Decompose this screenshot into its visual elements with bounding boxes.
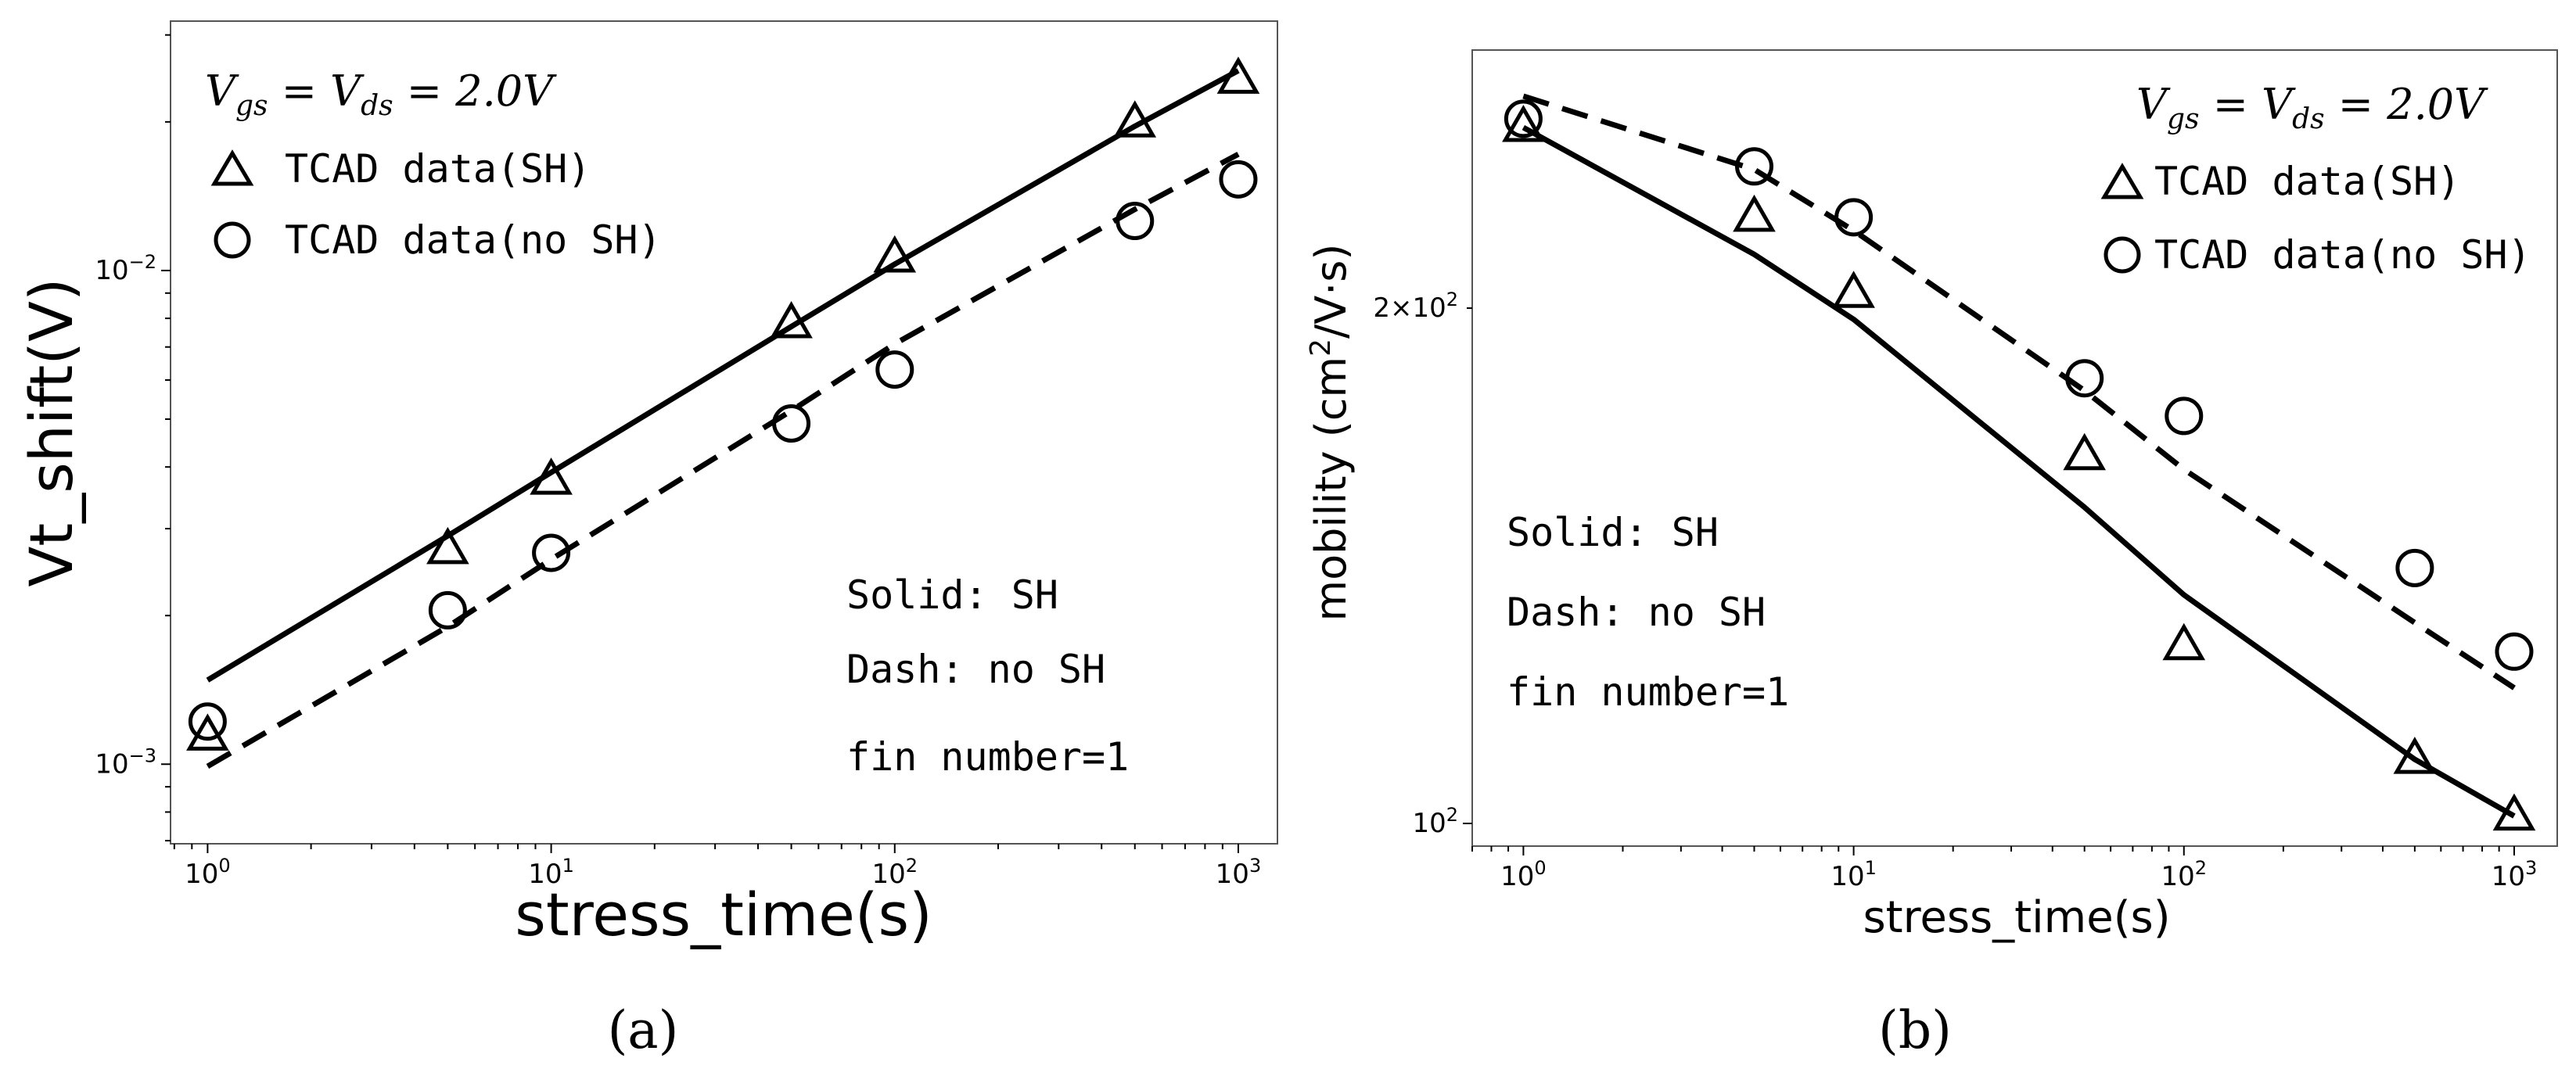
annotation-dash-a: Dash: no SH	[846, 647, 1105, 692]
marker-circle-a	[1219, 160, 1258, 199]
x-tick-label-b: 100	[1500, 857, 1547, 892]
marker-triangle-a	[1216, 56, 1260, 94]
marker-circle-b	[1504, 99, 1543, 138]
marker-triangle-a	[1113, 100, 1157, 138]
plot-frame-a	[170, 20, 1278, 845]
legend-label-nosh-b: TCAD data(no SH)	[2154, 232, 2531, 278]
legend-triangle-marker-b	[2100, 163, 2144, 199]
marker-triangle-b	[2492, 793, 2536, 831]
marker-circle-b	[1734, 147, 1773, 186]
annotation-dash-b: Dash: no SH	[1507, 590, 1766, 635]
legend-b: TCAD data(SH) TCAD data(no SH)	[2100, 159, 2531, 278]
marker-circle-a	[772, 404, 811, 443]
legend-triangle-marker-a	[210, 149, 254, 186]
x-axis-label-b: stress_time(s)	[1863, 892, 2170, 943]
marker-circle-a	[1116, 202, 1155, 241]
marker-triangle-a	[873, 235, 917, 273]
series-line-dashed-a	[206, 152, 1240, 769]
marker-circle-b	[2065, 359, 2104, 398]
marker-circle-a	[188, 702, 227, 741]
data-layer-b	[1502, 93, 2536, 831]
marker-triangle-b	[1502, 105, 1545, 142]
chart-panel-b: 100 101 102 103 102 2×102 Vgs = Vds = 2.0V TC…	[1305, 49, 2558, 1060]
legend-label-sh-b: TCAD data(SH)	[2154, 159, 2460, 204]
condition-text-b: Vgs = Vds = 2.0V	[2136, 80, 2488, 135]
x-tick-label-b: 101	[1831, 857, 1877, 892]
x-tick-label-a: 101	[528, 855, 574, 890]
annotation-solid-b: Solid: SH	[1507, 510, 1719, 555]
legend-circle-marker-a	[214, 221, 251, 259]
marker-triangle-b	[2162, 622, 2206, 661]
legend-label-nosh-a: TCAD data(no SH)	[285, 217, 662, 263]
marker-triangle-a	[530, 457, 573, 495]
marker-circle-b	[1834, 198, 1874, 237]
series-line-solid-a	[206, 68, 1240, 683]
y-tick-label-a: 10−2	[95, 251, 156, 286]
x-tick-label-a: 102	[871, 855, 918, 890]
marker-triangle-b	[1733, 194, 1776, 232]
marker-circle-a	[428, 590, 467, 629]
y-tick-label-b: 2×102	[1373, 289, 1458, 324]
legend-a: TCAD data(SH) TCAD data(no SH)	[210, 146, 662, 263]
marker-triangle-a	[770, 301, 813, 339]
annotation-fin-a: fin number=1	[846, 734, 1129, 780]
marker-triangle-b	[2393, 737, 2437, 774]
x-tick-label-a: 103	[1216, 855, 1262, 890]
y-tick-label-b: 102	[1412, 804, 1458, 839]
plot-frame-b	[1471, 49, 2558, 847]
marker-triangle-b	[1832, 271, 1875, 308]
legend-label-sh-a: TCAD data(SH)	[285, 146, 591, 192]
y-tick-label-a: 10−3	[95, 744, 156, 780]
condition-text-a: Vgs = Vds = 2.0V	[205, 66, 557, 122]
legend-circle-marker-b	[2104, 236, 2141, 274]
chart-panel-a: 100 101 102 103 10−3 10−2 Vgs = Vds = 2.0V TC…	[16, 20, 1278, 1060]
data-layer-a	[186, 56, 1260, 769]
annotation-fin-b: fin number=1	[1507, 669, 1789, 715]
caption-a: (a)	[608, 1000, 679, 1060]
ticks-layer-b: 100 101 102 103 102 2×102	[1373, 289, 2537, 892]
marker-circle-b	[2165, 396, 2204, 436]
x-tick-label-b: 103	[2492, 857, 2538, 892]
marker-triangle-a	[186, 713, 229, 751]
marker-circle-b	[2395, 548, 2434, 587]
x-tick-label-a: 100	[185, 855, 231, 890]
marker-triangle-b	[2063, 432, 2107, 471]
annotation-solid-a: Solid: SH	[846, 572, 1058, 618]
y-axis-label-b: mobility (cm2/V·s)	[1305, 244, 1356, 622]
x-tick-label-b: 102	[2161, 857, 2208, 892]
x-axis-label-a: stress_time(s)	[515, 880, 932, 949]
y-axis-label-a: Vt_shift(V)	[16, 278, 86, 586]
series-line-solid-b	[1522, 125, 2516, 819]
caption-b: (b)	[1878, 1000, 1952, 1060]
marker-circle-b	[2495, 632, 2534, 671]
ticks-layer-a: 100 101 102 103 10−3 10−2	[95, 34, 1262, 890]
marker-triangle-a	[426, 526, 469, 565]
marker-circle-a	[875, 350, 914, 389]
marker-circle-a	[532, 533, 571, 572]
